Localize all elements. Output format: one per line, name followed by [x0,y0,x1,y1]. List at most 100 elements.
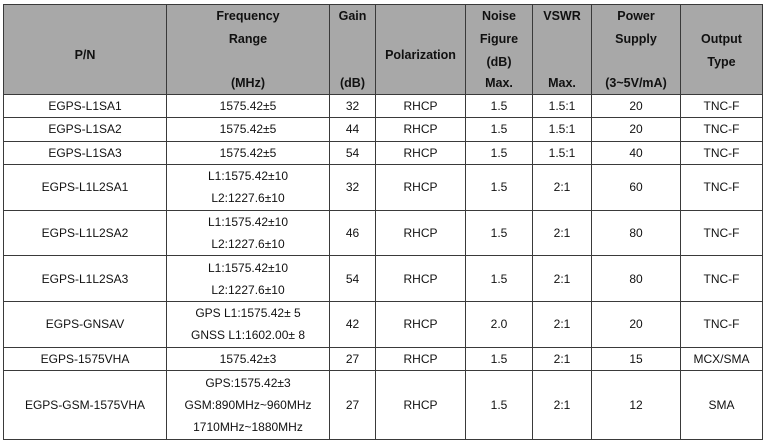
header-power-line1: Power [617,9,655,23]
header-frequency-unit: (MHz) [230,76,265,90]
table-row: EGPS-L1SA1 1575.42±5 32 RHCP 1.5 1.5:1 2… [3,93,763,119]
cell-polarization: RHCP [375,163,466,211]
cell-frequency: GPS:1575.42±3 GSM:890MHz~960MHz 1710MHz~… [166,369,330,441]
cell-gain: 44 [329,117,376,142]
cell-frequency: L1:1575.42±10 L2:1227.6±10 [166,209,330,257]
frequency-line: L2:1227.6±10 [211,282,285,297]
cell-vswr: 2:1 [532,369,592,441]
cell-power: 60 [591,163,681,211]
spec-table-container: P/N Frequency Range (MHz) Gain (dB) Pola… [3,4,763,441]
header-noise-figure: Noise Figure (dB) Max. [465,4,533,95]
header-power-line2: Supply [615,32,657,46]
cell-vswr: 2:1 [532,209,592,257]
cell-frequency: L1:1575.42±10 L2:1227.6±10 [166,163,330,211]
cell-noise: 2.0 [465,300,533,348]
cell-gain: 27 [329,369,376,441]
cell-power: 12 [591,369,681,441]
header-output-type: Output Type [680,4,763,95]
header-power-supply: Power Supply (3~5V/mA) [591,4,681,95]
cell-power: 20 [591,93,681,119]
cell-noise: 1.5 [465,346,533,371]
cell-noise: 1.5 [465,93,533,119]
cell-gain: 54 [329,255,376,302]
cell-frequency: GPS L1:1575.42± 5 GNSS L1:1602.00± 8 [166,300,330,348]
cell-vswr: 2:1 [532,163,592,211]
header-pn: P/N [3,4,167,95]
cell-output: TNC-F [680,209,763,257]
header-noise-line2: Figure [479,32,519,46]
antenna-spec-table: P/N Frequency Range (MHz) Gain (dB) Pola… [3,4,763,441]
frequency-line: 1710MHz~1880MHz [193,419,303,434]
cell-frequency: L1:1575.42±10 L2:1227.6±10 [166,255,330,302]
cell-polarization: RHCP [375,255,466,302]
cell-pn: EGPS-L1SA3 [3,140,167,165]
cell-frequency: 1575.42±5 [166,140,330,165]
frequency-line: L1:1575.42±10 [208,260,288,275]
frequency-line: L1:1575.42±10 [208,214,288,229]
header-gain-line1: Gain [338,9,367,23]
cell-pn: EGPS-L1SA2 [3,117,167,142]
cell-frequency: 1575.42±5 [166,93,330,119]
cell-vswr: 1.5:1 [532,117,592,142]
cell-polarization: RHCP [375,346,466,371]
cell-vswr: 1.5:1 [532,140,592,165]
cell-polarization: RHCP [375,117,466,142]
cell-output: TNC-F [680,117,763,142]
header-gain: Gain (dB) [329,4,376,95]
header-polarization-label: Polarization [385,48,456,62]
header-frequency-line1: Frequency [216,9,280,23]
header-power-unit: (3~5V/mA) [605,76,667,90]
table-row: EGPS-GNSAV GPS L1:1575.42± 5 GNSS L1:160… [3,300,763,348]
header-vswr-line1: VSWR [543,9,581,23]
header-frequency-line2: Range [228,32,268,46]
frequency-line: L2:1227.6±10 [211,236,285,251]
cell-pn: EGPS-L1SA1 [3,93,167,119]
cell-gain: 32 [329,163,376,211]
header-noise-line4: Max. [485,76,513,90]
cell-polarization: RHCP [375,369,466,441]
header-polarization: Polarization [375,4,466,95]
cell-output: TNC-F [680,140,763,165]
cell-gain: 32 [329,93,376,119]
frequency-line: GNSS L1:1602.00± 8 [191,328,305,343]
cell-power: 20 [591,117,681,142]
cell-pn: EGPS-L1L2SA3 [3,255,167,302]
cell-output: MCX/SMA [680,346,763,371]
cell-pn: EGPS-L1L2SA2 [3,209,167,257]
table-row: EGPS-L1L2SA3 L1:1575.42±10 L2:1227.6±10 … [3,255,763,302]
frequency-line: L2:1227.6±10 [211,191,285,206]
cell-vswr: 1.5:1 [532,93,592,119]
cell-noise: 1.5 [465,163,533,211]
cell-power: 80 [591,209,681,257]
header-noise-line3: (dB) [486,55,512,69]
header-gain-unit: (dB) [340,76,365,90]
cell-output: TNC-F [680,163,763,211]
cell-noise: 1.5 [465,209,533,257]
cell-frequency: 1575.42±5 [166,117,330,142]
header-row: P/N Frequency Range (MHz) Gain (dB) Pola… [3,4,763,95]
cell-vswr: 2:1 [532,346,592,371]
cell-vswr: 2:1 [532,300,592,348]
cell-power: 40 [591,140,681,165]
table-row: EGPS-L1SA2 1575.42±5 44 RHCP 1.5 1.5:1 2… [3,117,763,142]
cell-output: TNC-F [680,300,763,348]
cell-output: TNC-F [680,255,763,302]
cell-pn: EGPS-L1L2SA1 [3,163,167,211]
header-vswr: VSWR Max. [532,4,592,95]
header-noise-line1: Noise [481,9,517,23]
cell-noise: 1.5 [465,255,533,302]
table-row: EGPS-L1SA3 1575.42±5 54 RHCP 1.5 1.5:1 4… [3,140,763,165]
cell-gain: 27 [329,346,376,371]
cell-pn: EGPS-GNSAV [3,300,167,348]
frequency-line: L1:1575.42±10 [208,169,288,184]
cell-power: 20 [591,300,681,348]
header-pn-label: P/N [74,48,96,62]
cell-pn: EGPS-1575VHA [3,346,167,371]
header-vswr-line2: Max. [548,76,576,90]
table-row: EGPS-L1L2SA2 L1:1575.42±10 L2:1227.6±10 … [3,209,763,257]
cell-gain: 46 [329,209,376,257]
cell-noise: 1.5 [465,117,533,142]
frequency-line: GPS:1575.42±3 [205,375,291,390]
cell-polarization: RHCP [375,93,466,119]
cell-polarization: RHCP [375,300,466,348]
